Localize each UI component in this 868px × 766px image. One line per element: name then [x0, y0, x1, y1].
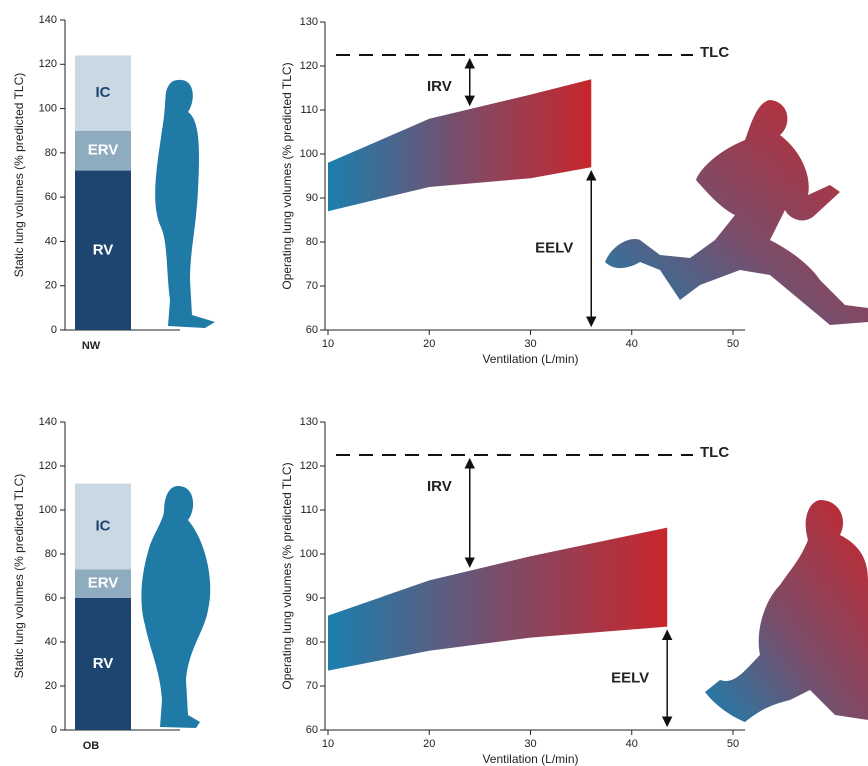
y-axis-label: Static lung volumes (% predicted TLC)	[12, 474, 26, 679]
x-tick-label: 40	[626, 738, 638, 750]
y-axis-label: Operating lung volumes (% predicted TLC)	[280, 62, 294, 289]
y-tick-label: 0	[51, 724, 57, 736]
y-tick-label: 120	[300, 60, 318, 72]
y-tick-label: 110	[300, 104, 318, 116]
y-tick-label: 110	[300, 504, 318, 516]
y-tick-label: 80	[306, 236, 318, 248]
y-tick-label: 120	[39, 58, 57, 70]
y-tick-label: 0	[51, 324, 57, 336]
annotation-label: EELV	[535, 240, 573, 257]
runner-silhouette	[605, 100, 868, 325]
y-tick-label: 130	[300, 16, 318, 28]
y-tick-label: 120	[39, 460, 57, 472]
bar-segment	[75, 130, 131, 171]
x-tick-label: 30	[524, 738, 536, 750]
segment-label: ERV	[88, 142, 119, 159]
category-label: OB	[83, 740, 100, 752]
y-tick-label: 100	[300, 548, 318, 560]
x-tick-label: 50	[727, 338, 739, 350]
x-tick-label: 20	[423, 738, 435, 750]
y-tick-label: 70	[306, 680, 318, 692]
band-fill	[328, 79, 592, 212]
y-tick-label: 140	[39, 14, 57, 26]
y-tick-label: 80	[45, 548, 57, 560]
band-fill	[328, 527, 668, 671]
x-tick-label: 10	[322, 338, 334, 350]
segment-label: ERV	[88, 575, 119, 592]
y-axis-label: Operating lung volumes (% predicted TLC)	[280, 462, 294, 689]
bar-segment	[75, 598, 131, 730]
reference-label: TLC	[700, 44, 729, 61]
x-tick-label: 10	[322, 738, 334, 750]
y-tick-label: 60	[306, 724, 318, 736]
y-tick-label: 20	[45, 280, 57, 292]
segment-label: IC	[96, 84, 111, 101]
y-tick-label: 40	[45, 636, 57, 648]
y-tick-label: 90	[306, 192, 318, 204]
y-tick-label: 80	[45, 147, 57, 159]
segment-label: RV	[93, 655, 114, 672]
obese-runner-silhouette	[705, 500, 868, 722]
x-tick-label: 20	[423, 338, 435, 350]
y-tick-label: 60	[306, 324, 318, 336]
category-label: NW	[82, 340, 101, 352]
y-tick-label: 80	[306, 636, 318, 648]
y-tick-label: 100	[39, 504, 57, 516]
x-axis-label: Ventilation (L/min)	[482, 352, 578, 366]
segment-label: RV	[93, 241, 114, 258]
annotation-label: IRV	[427, 78, 452, 95]
y-tick-label: 120	[300, 460, 318, 472]
x-tick-label: 30	[524, 338, 536, 350]
y-tick-label: 60	[45, 191, 57, 203]
annotation-label: EELV	[611, 669, 649, 686]
bar-segment	[75, 55, 131, 131]
y-tick-label: 40	[45, 235, 57, 247]
x-axis-label: Ventilation (L/min)	[482, 752, 578, 766]
y-tick-label: 130	[300, 416, 318, 428]
annotation-label: IRV	[427, 478, 452, 495]
y-tick-label: 90	[306, 592, 318, 604]
y-tick-label: 140	[39, 416, 57, 428]
segment-label: IC	[96, 517, 111, 534]
y-axis-label: Static lung volumes (% predicted TLC)	[12, 73, 26, 278]
bar-segment	[75, 170, 131, 330]
reference-label: TLC	[700, 444, 729, 461]
y-tick-label: 20	[45, 680, 57, 692]
y-tick-label: 100	[300, 148, 318, 160]
y-tick-label: 100	[39, 102, 57, 114]
normal-weight-silhouette	[155, 79, 215, 328]
obese-silhouette	[141, 486, 211, 728]
bar-segment	[75, 569, 131, 598]
x-tick-label: 40	[626, 338, 638, 350]
y-tick-label: 60	[45, 592, 57, 604]
x-tick-label: 50	[727, 738, 739, 750]
y-tick-label: 70	[306, 280, 318, 292]
bar-segment	[75, 483, 131, 570]
